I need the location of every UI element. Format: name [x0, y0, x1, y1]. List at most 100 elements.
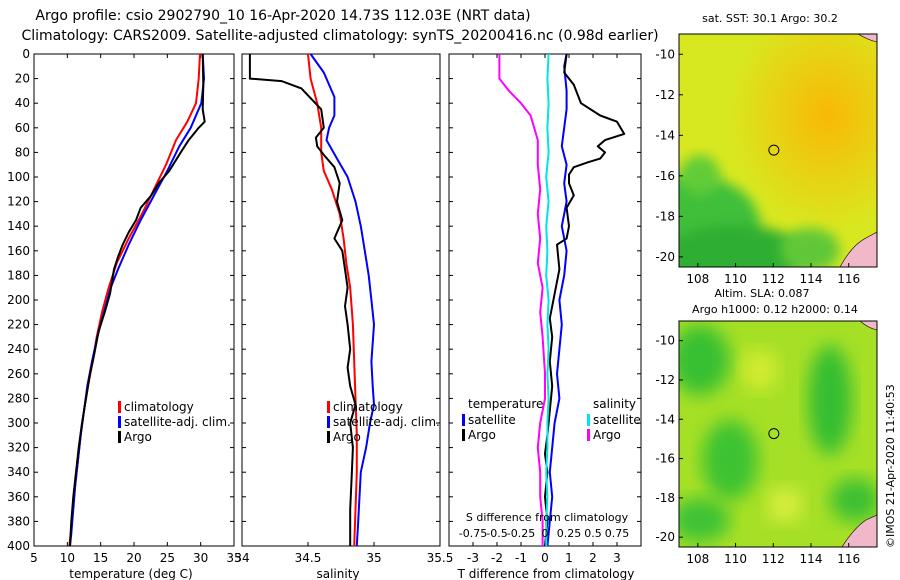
- s-tick-label: -0.5: [486, 527, 507, 540]
- sst-argo-location-marker: [768, 144, 780, 156]
- longitude-tick-label: 112: [762, 552, 785, 566]
- latitude-tick-label: -16: [655, 169, 675, 183]
- longitude-tick-label: 110: [724, 552, 747, 566]
- x-tick-label: 35: [226, 551, 241, 565]
- x-tick-label: 3: [613, 551, 621, 565]
- series-line-satellite-adj-clim-: [309, 53, 375, 547]
- s-tick-label: -0.25: [507, 527, 535, 540]
- depth-tick-label: 140: [7, 219, 30, 233]
- legend-swatch-t-argo: [462, 429, 465, 441]
- series-line-s-argo: [498, 54, 546, 546]
- sst-map-ticks: 108 110 112 114 116 -10 -12 -14 -16 -18 -20: [655, 47, 860, 286]
- depth-tick-label: 240: [7, 342, 30, 356]
- s-difference-axis-label: S difference from climatology: [466, 511, 629, 524]
- salinity-y-ticks: [242, 53, 440, 547]
- sla-coastline-south: [841, 514, 877, 547]
- sla-coastline-north: [859, 321, 877, 331]
- legend-swatch-t-satellite: [462, 414, 465, 426]
- x-tick-label: 25: [160, 551, 175, 565]
- legend-swatch-climatology: [327, 401, 330, 413]
- sla-map-subtitle: Argo h1000: 0.12 h2000: 0.14: [692, 303, 858, 316]
- difference-plot-frame: [448, 53, 642, 547]
- depth-tick-label: 260: [7, 367, 30, 381]
- x-tick-label: 15: [93, 551, 108, 565]
- x-tick-label: -1: [515, 551, 527, 565]
- x-tick-label: 34: [234, 551, 249, 565]
- temperature-plot-frame: [33, 53, 235, 547]
- difference-legend: temperature satellite Argo salinity sate…: [462, 397, 641, 442]
- x-tick-label: 10: [60, 551, 75, 565]
- sla-map: Altim. SLA: 0.087 Argo h1000: 0.12 h2000…: [655, 287, 878, 566]
- legend-label-satellite: satellite-adj. clim.: [333, 415, 440, 429]
- title-line-2: Climatology: CARS2009. Satellite-adjuste…: [21, 28, 658, 44]
- x-tick-label: 2: [589, 551, 597, 565]
- sla-map-ticks: 108 110 112 114 116 -10 -12 -14 -16 -18 -20: [655, 334, 860, 566]
- x-tick-label: 34.5: [295, 551, 322, 565]
- sst-coastline-south: [839, 231, 877, 267]
- x-tick-label: -2: [491, 551, 503, 565]
- depth-tick-label: 180: [7, 268, 30, 282]
- sla-map-title: Altim. SLA: 0.087: [714, 287, 809, 300]
- series-line-argo: [69, 53, 206, 547]
- x-tick-label: 0: [541, 551, 549, 565]
- legend-swatch-argo: [118, 431, 121, 443]
- longitude-tick-label: 114: [800, 272, 823, 286]
- series-line-climatology: [307, 53, 358, 547]
- latitude-tick-label: -20: [655, 530, 675, 544]
- series-line-s-satellite: [545, 53, 550, 546]
- s-difference-ticks: -0.75 -0.5 -0.25 0 0.25 0.5 0.75: [459, 527, 629, 540]
- x-tick-label: 35.5: [427, 551, 454, 565]
- legend-label-t-satellite: satellite: [468, 413, 516, 427]
- longitude-tick-label: 108: [686, 552, 709, 566]
- difference-series: [498, 53, 626, 547]
- legend-swatch-satellite: [118, 416, 121, 428]
- sst-map-frame: [678, 33, 878, 268]
- latitude-tick-label: -12: [655, 373, 675, 387]
- sst-coastline-north: [857, 34, 877, 43]
- x-tick-label: 35: [366, 551, 381, 565]
- depth-tick-label: 360: [7, 490, 30, 504]
- t-difference-x-label: T difference from climatology: [457, 567, 635, 580]
- depth-tick-label: 300: [7, 416, 30, 430]
- legend-label-t-argo: Argo: [468, 428, 496, 442]
- depth-tick-label: 20: [15, 72, 30, 86]
- s-tick-label: 0.5: [584, 527, 602, 540]
- x-tick-label: 5: [30, 551, 38, 565]
- latitude-tick-label: -14: [655, 412, 675, 426]
- legend-label-s-argo: Argo: [593, 428, 621, 442]
- legend-swatch-climatology: [118, 401, 121, 413]
- longitude-tick-label: 112: [762, 272, 785, 286]
- depth-tick-label: 60: [15, 121, 30, 135]
- longitude-tick-label: 116: [837, 552, 860, 566]
- legend-label-climatology: climatology: [124, 400, 194, 414]
- latitude-tick-label: -12: [655, 88, 675, 102]
- salinity-x-label: salinity: [316, 567, 359, 580]
- latitude-tick-label: -10: [655, 334, 675, 348]
- x-tick-label: -3: [467, 551, 479, 565]
- sst-map-field: [679, 34, 877, 267]
- sst-map: sat. SST: 30.1 Argo: 30.2 108 110 112 114 11…: [655, 12, 878, 286]
- depth-tick-label: 0: [22, 47, 30, 61]
- salinity-panel: 34 34.5 35 35.5 climatology satellite-adj. …: [234, 53, 454, 580]
- legend-swatch-s-argo: [587, 429, 590, 441]
- depth-tick-label: 120: [7, 195, 30, 209]
- salinity-plot-frame: [241, 53, 441, 547]
- sla-argo-location-marker: [768, 428, 780, 440]
- depth-tick-label: 200: [7, 293, 30, 307]
- latitude-tick-label: -18: [655, 491, 675, 505]
- sla-map-frame: [678, 320, 878, 548]
- legend-label-argo: Argo: [124, 430, 152, 444]
- depth-tick-label: 340: [7, 465, 30, 479]
- temperature-panel: 0 20 40 60 80 100 120 140 160 180 200 220 240 260 280 3…: [7, 47, 242, 580]
- temperature-series: [68, 53, 206, 547]
- x-tick-label: 30: [193, 551, 208, 565]
- latitude-tick-label: -10: [655, 47, 675, 61]
- depth-tick-label: 80: [15, 145, 30, 159]
- longitude-tick-label: 110: [724, 272, 747, 286]
- depth-axis-ticks: 0 20 40 60 80 100 120 140 160 180 200 220 240 260 280 3…: [7, 47, 234, 553]
- depth-tick-label: 400: [7, 539, 30, 553]
- latitude-tick-label: -18: [655, 209, 675, 223]
- temperature-x-label: temperature (deg C): [69, 567, 192, 580]
- depth-tick-label: 100: [7, 170, 30, 184]
- s-tick-label: -0.75: [459, 527, 487, 540]
